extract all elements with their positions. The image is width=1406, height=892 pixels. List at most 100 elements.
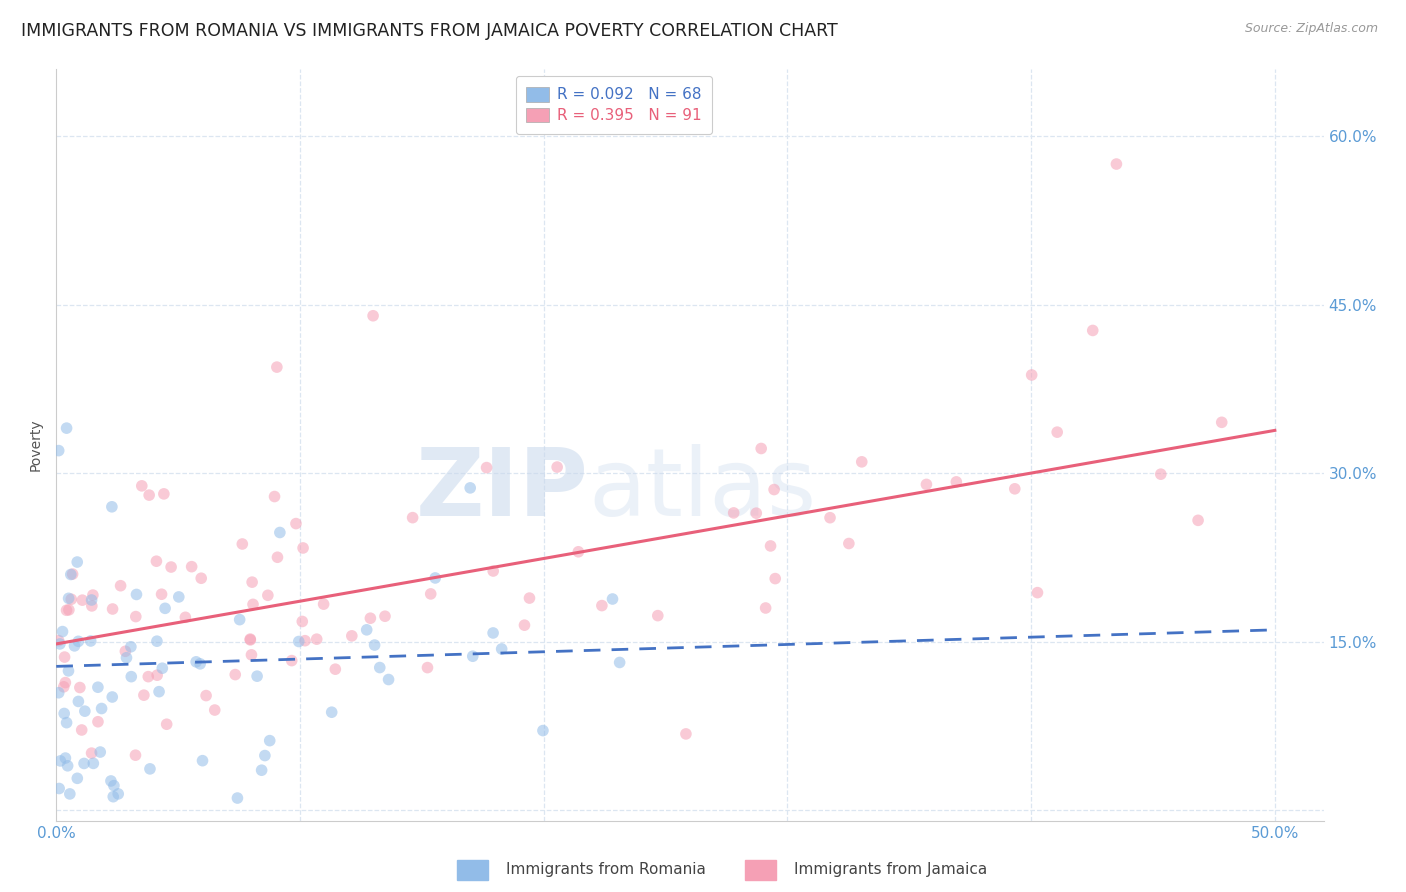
Point [153,487,176,501]
Point [73,756,96,771]
Point [482,626,505,640]
Point [294,633,316,648]
Text: Immigrants from Jamaica: Immigrants from Jamaica [794,863,987,877]
Point [240,575,263,590]
Point [851,455,873,469]
Point [323,662,346,676]
Point [55,715,77,730]
Point [160,560,183,574]
Point [250,763,273,777]
Point [136,670,159,684]
Point [359,611,381,625]
Point [945,475,967,489]
Point [204,703,226,717]
Point [363,638,385,652]
Point [759,539,782,553]
Point [66,555,89,569]
Point [148,684,170,698]
Point [69,681,91,695]
Point [49,637,72,651]
Point [59,787,82,801]
Point [115,650,138,665]
Point [195,689,218,703]
Point [191,754,214,768]
Point [292,541,315,555]
Point [62,567,84,582]
Point [361,309,384,323]
Point [419,587,441,601]
Point [124,748,146,763]
Point [90,701,112,715]
Point [1081,323,1104,337]
Point [305,632,328,647]
Point [226,791,249,805]
Point [55,421,77,435]
Point [491,642,513,657]
Point [312,597,335,611]
Point [242,598,264,612]
Point [416,660,439,674]
Point [103,779,125,793]
Point [167,590,190,604]
Point [269,525,291,540]
Point [48,781,70,796]
Point [150,661,173,675]
Point [145,554,167,568]
Point [1187,513,1209,527]
Point [139,762,162,776]
Point [60,592,83,607]
Point [53,706,76,721]
Point [224,667,246,681]
Point [915,477,938,491]
Y-axis label: Poverty: Poverty [30,418,44,471]
Point [239,632,262,646]
Point [763,483,786,497]
Point [266,360,288,375]
Point [87,714,110,729]
Point [73,704,96,718]
Point [253,748,276,763]
Point [58,664,80,678]
Point [120,670,142,684]
Point [101,602,124,616]
Point [100,774,122,789]
Point [340,629,363,643]
Point [266,550,288,565]
Point [755,601,778,615]
Point [818,510,841,524]
Point [59,567,82,582]
Point [1021,368,1043,382]
Point [513,618,536,632]
Point [101,690,124,704]
Point [55,675,77,690]
Point [52,680,75,694]
Point [190,571,212,585]
Point [153,601,176,615]
Point [1150,467,1173,482]
Point [291,615,314,629]
Point [531,723,554,738]
Point [58,603,80,617]
Point [246,669,269,683]
Point [263,490,285,504]
Point [1026,585,1049,599]
Point [188,657,211,671]
Point [174,610,197,624]
Point [138,488,160,502]
Point [125,609,148,624]
Point [368,660,391,674]
Point [63,639,86,653]
Text: Source: ZipAtlas.com: Source: ZipAtlas.com [1244,22,1378,36]
Point [356,623,378,637]
Point [567,545,589,559]
Text: IMMIGRANTS FROM ROMANIA VS IMMIGRANTS FROM JAMAICA POVERTY CORRELATION CHART: IMMIGRANTS FROM ROMANIA VS IMMIGRANTS FR… [21,22,838,40]
Point [1105,157,1128,171]
Point [80,593,103,607]
Point [101,500,124,514]
Point [749,442,772,456]
Point [763,572,786,586]
Point [475,460,498,475]
Point [67,694,90,708]
Point [55,751,77,765]
Point [80,599,103,613]
